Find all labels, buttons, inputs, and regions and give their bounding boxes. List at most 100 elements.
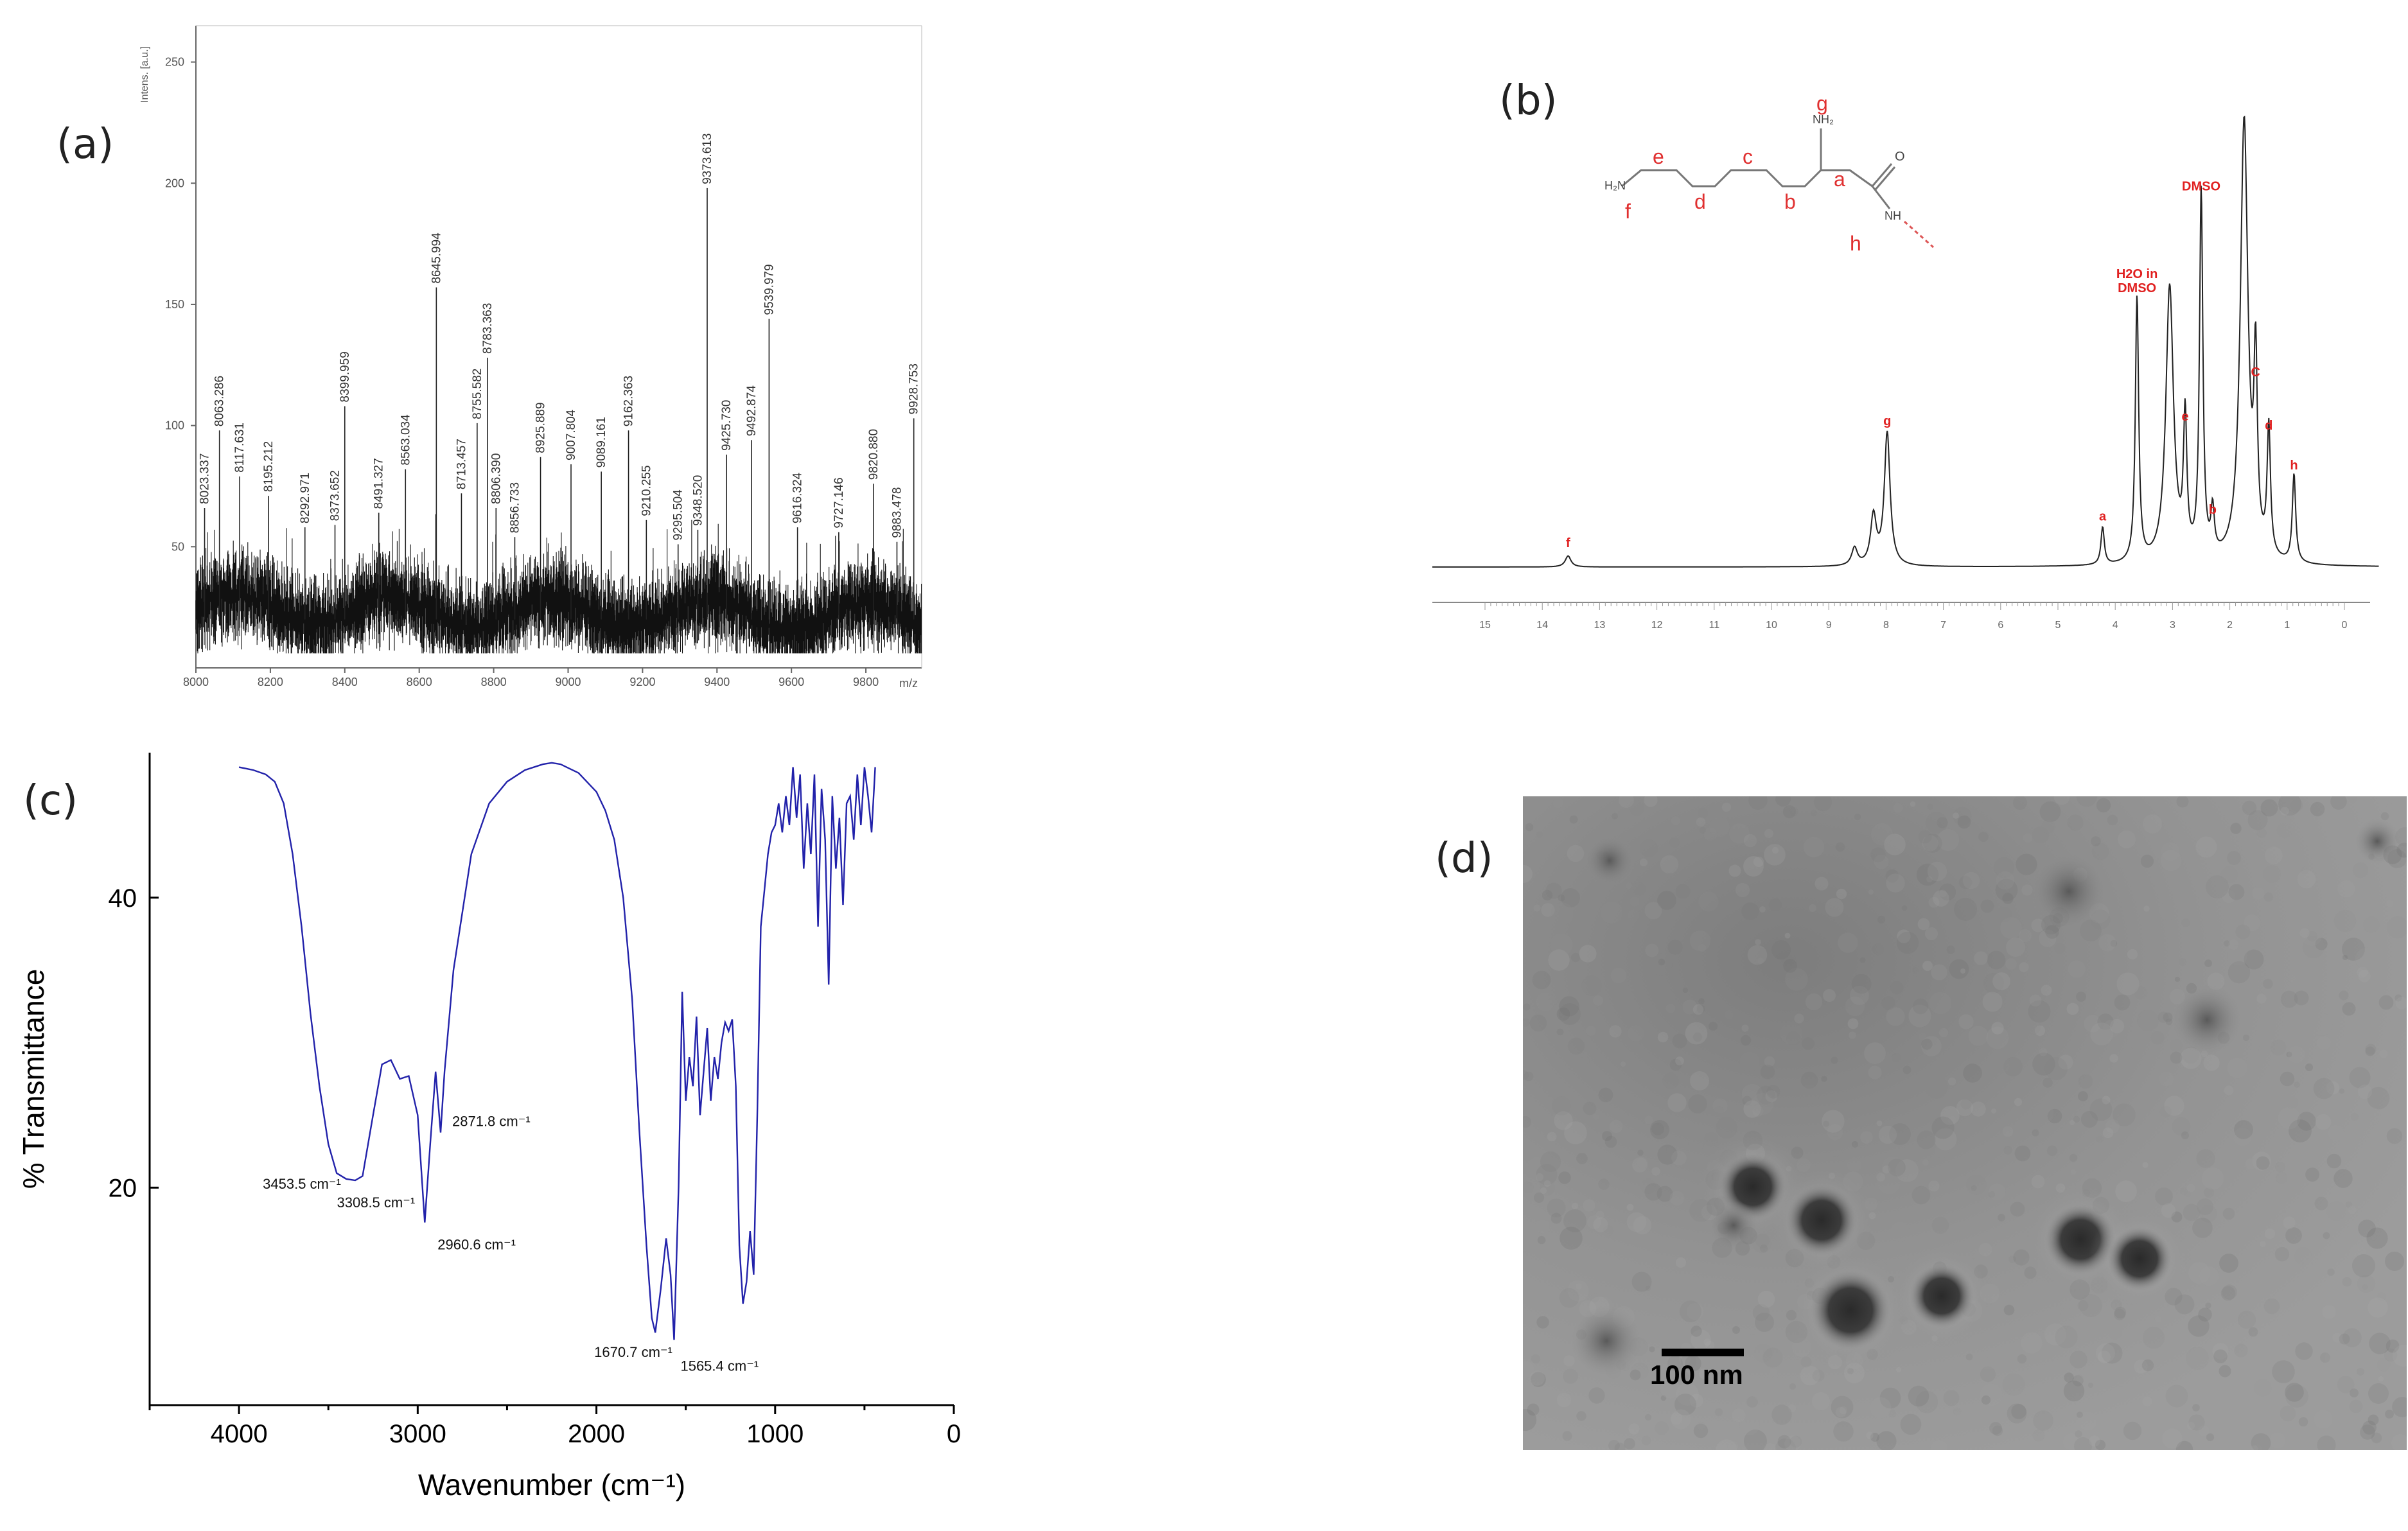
tem-grain — [2044, 1057, 2068, 1080]
tem-grain — [1542, 889, 1553, 901]
peak-label: 8806.390 — [489, 453, 503, 504]
mass-spectrum-chart: 50 100 150 200 250 8000 8200 8400 8600 8800 9000 92… — [139, 25, 922, 690]
y-tick-label: 50 — [171, 540, 184, 553]
tem-grain — [2368, 1414, 2379, 1426]
tem-grain — [1845, 996, 1865, 1017]
tem-grain — [1876, 1120, 1883, 1126]
tem-grain — [2280, 1405, 2296, 1422]
tem-grain — [1689, 1394, 1703, 1408]
peak-label: 9295.504 — [672, 489, 685, 541]
x-tick-label: 8600 — [407, 676, 432, 688]
tem-grain — [2227, 945, 2247, 966]
tem-grain — [1671, 1150, 1687, 1166]
tem-grain — [2275, 1171, 2288, 1184]
tem-grain — [2326, 1081, 2340, 1095]
tem-grain — [1742, 1096, 1752, 1106]
tem-grain — [1666, 1147, 1674, 1155]
tem-grain — [2313, 1078, 2335, 1099]
tem-grain — [1953, 1407, 1962, 1416]
tem-grain — [2198, 1425, 2210, 1437]
tem-grain — [1628, 1025, 1644, 1042]
tem-grain — [1662, 1072, 1679, 1089]
tem-grain — [2205, 847, 2215, 857]
x-tick-label: 15 — [1479, 620, 1491, 631]
tem-grain — [2362, 1421, 2377, 1435]
ftir-spectrum-chart: 20 40 4000 3000 2000 1000 0 % Transmittance Wave… — [17, 753, 961, 1501]
tem-grain — [1885, 869, 1899, 883]
tem-grain — [1799, 1084, 1820, 1105]
tem-grain — [2010, 1202, 2025, 1217]
tem-grain — [1586, 1026, 1596, 1036]
tem-grain — [2350, 1244, 2366, 1261]
x-tick-label: 8000 — [183, 676, 209, 688]
tem-grain — [2118, 830, 2136, 848]
tem-grain — [2003, 1146, 2012, 1155]
tem-grain — [1523, 1003, 1531, 1011]
tem-grain — [1910, 801, 1916, 807]
tem-grain — [2063, 1380, 2085, 1402]
tem-grain — [1947, 1077, 1956, 1086]
tem-grain — [1705, 1340, 1715, 1351]
tem-grain — [2289, 1119, 2312, 1142]
tem-grain — [2222, 889, 2236, 904]
tem-grain — [1688, 1094, 1707, 1114]
tem-grain — [1631, 1272, 1652, 1292]
tem-grain — [2297, 1112, 2316, 1131]
nmr-trace — [1427, 116, 2379, 568]
x-tick-label: 13 — [1594, 620, 1606, 631]
tem-grain — [1608, 1440, 1620, 1450]
tem-grain — [2333, 909, 2357, 932]
tem-grain — [1593, 995, 1603, 1006]
tem-grain — [2294, 1081, 2300, 1088]
peak-label: h — [2290, 459, 2298, 473]
tem-grain — [1812, 1369, 1825, 1382]
tem-grain — [2305, 1168, 2319, 1182]
tem-grain — [2076, 992, 2086, 1002]
tem-grain — [1680, 1300, 1701, 1322]
tem-grain — [2032, 1129, 2039, 1137]
tem-grain — [2033, 1410, 2053, 1431]
tem-grain — [1583, 1101, 1597, 1115]
tem-grain — [1838, 932, 1858, 953]
x-tick-label: 9000 — [555, 676, 581, 688]
tem-grain — [1940, 1106, 1960, 1125]
tem-grain — [1983, 973, 2004, 993]
tem-grain — [2294, 990, 2309, 1006]
tem-grain — [1614, 1442, 1626, 1450]
panel-b-label: (b) — [1499, 77, 1558, 125]
tem-grain — [2276, 822, 2293, 839]
tem-grain — [2097, 1013, 2114, 1030]
peak-annotation: 1565.4 cm⁻¹ — [680, 1358, 759, 1374]
peak-label: 9089.161 — [595, 417, 608, 468]
tem-grain — [2310, 801, 2325, 817]
tem-grain — [1579, 945, 1597, 963]
tem-grain — [2029, 994, 2042, 1007]
tem-grain — [1958, 875, 1973, 889]
tem-grain — [2258, 1044, 2269, 1054]
tem-grain — [2198, 1308, 2212, 1322]
tem-grain — [1854, 814, 1861, 820]
tem-grain — [2222, 1207, 2235, 1220]
x-axis-label: m/z — [899, 677, 918, 690]
tem-grain — [2212, 1343, 2229, 1360]
tem-grain — [1703, 1338, 1711, 1346]
tem-grain — [1997, 907, 2012, 922]
tem-grain — [1667, 1093, 1687, 1112]
tem-grain — [1698, 1368, 1710, 1379]
tem-grain — [2362, 1107, 2381, 1126]
chemical-structure — [1621, 128, 1934, 249]
tem-grain — [1982, 1357, 1994, 1370]
tem-grain — [1928, 897, 1940, 908]
tem-grain — [2171, 1211, 2183, 1223]
tem-grain — [1672, 1033, 1687, 1049]
tem-grain — [1604, 1135, 1617, 1148]
tem-grain — [1986, 1026, 2009, 1049]
tem-grain — [1890, 981, 1904, 995]
tem-grain — [2041, 984, 2052, 996]
nmr-spectrum-panel: H₂N NH₂ O NH f e d c b a g h 15 14 13 12 11 1… — [1427, 64, 2408, 681]
tem-grain — [2285, 1385, 2308, 1408]
tem-grain — [1784, 932, 1791, 939]
panel-d-label: (d) — [1435, 835, 1493, 882]
tem-grain — [1651, 1123, 1664, 1135]
tem-grain — [2326, 1153, 2342, 1169]
